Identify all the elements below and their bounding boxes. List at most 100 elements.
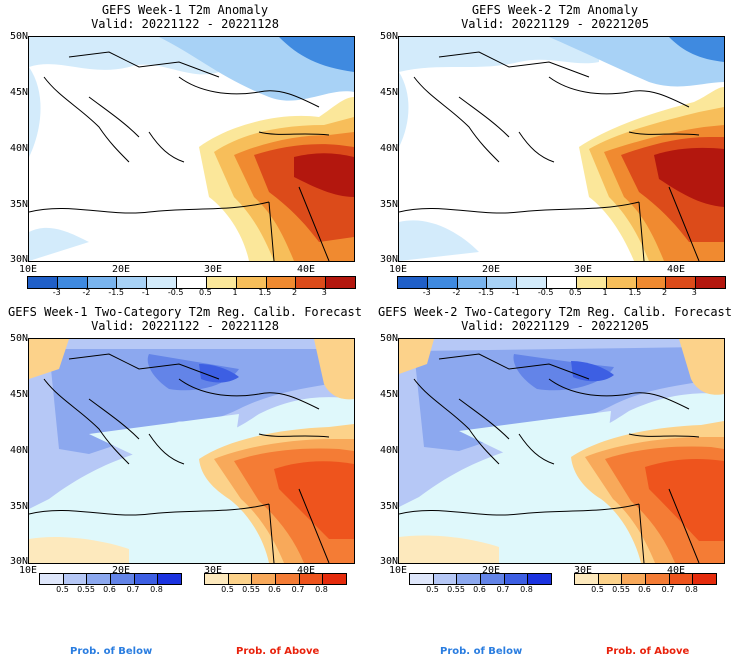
warm-anomaly-core <box>654 147 724 207</box>
lat-label: 50N <box>9 333 28 344</box>
anomaly-colorbar <box>27 276 356 289</box>
coastline-lines <box>29 51 330 261</box>
cold-anomaly-north-east-core <box>279 37 354 72</box>
colorbar-tick-label: 0.55 <box>447 585 465 594</box>
colorbar-swatch <box>62 574 87 584</box>
colorbar-tick-label: -3 <box>422 288 431 297</box>
cold-anomaly-west <box>29 67 41 157</box>
cold-anomaly-north-east <box>549 37 724 87</box>
panel-title: GEFS Week-2 Two-Category T2m Reg. Calib.… <box>377 305 732 319</box>
panel-valid-dates: Valid: 20221129 - 20221205 <box>461 319 649 333</box>
cold-anomaly-north <box>399 37 599 72</box>
lat-label: 35N <box>379 501 398 512</box>
colorbar-tick-label: 0.7 <box>496 585 510 594</box>
colorbar-swatch <box>116 277 147 288</box>
below-prob-land-peak <box>199 364 239 383</box>
panel-week1-anomaly: GEFS Week-1 T2m Anomaly Valid: 20221122 … <box>0 0 370 300</box>
below-probability-colorbar <box>39 573 182 585</box>
colorbar-swatch <box>621 574 646 584</box>
colorbar-tick-label: 0.55 <box>242 585 260 594</box>
colorbar-swatch <box>597 574 622 584</box>
colorbar-swatch <box>295 277 326 288</box>
above-prob-north-east <box>314 339 354 400</box>
colorbar-swatch <box>275 574 299 584</box>
colorbar-swatch <box>86 574 111 584</box>
coastline-lines <box>399 353 700 563</box>
lat-label: 45N <box>9 389 28 400</box>
prob-above-label: Prob. of Above <box>236 646 320 657</box>
colorbar-swatch <box>265 277 296 288</box>
above-prob-north-west <box>29 339 69 379</box>
colorbar-tick-label: 2 <box>661 288 668 297</box>
colorbar-swatch <box>527 574 552 584</box>
prob-above-label: Prob. of Above <box>606 646 690 657</box>
colorbar-tick-label: 1.5 <box>628 288 642 297</box>
lat-label: 30N <box>379 556 398 567</box>
colorbar-swatch <box>456 277 487 288</box>
lon-label: 40E <box>296 264 316 275</box>
colorbar-tick-label: 0.6 <box>103 585 116 594</box>
lon-label: 30E <box>573 565 593 576</box>
colorbar-swatch <box>322 574 347 584</box>
lon-label: 30E <box>203 565 223 576</box>
colorbar-tick-label: 0.5 <box>56 585 69 594</box>
panel-week2-probability: GEFS Week-2 Two-Category T2m Reg. Calib.… <box>370 300 740 662</box>
lon-label: 10E <box>388 264 408 275</box>
above-probability-colorbar <box>204 573 347 585</box>
colorbar-tick-label: -1 <box>141 288 150 297</box>
colorbar-swatch <box>692 574 717 584</box>
colorbar-swatch <box>298 574 323 584</box>
colorbar-swatch <box>486 277 517 288</box>
warm-anomaly-core <box>294 153 354 197</box>
below-probability-colorbar <box>409 573 552 585</box>
colorbar-swatch <box>516 277 547 288</box>
panel-valid-dates: Valid: 20221122 - 20221128 <box>91 319 279 333</box>
colorbar-tick-label: 0.6 <box>268 585 281 594</box>
lat-label: 40N <box>379 143 398 154</box>
below-prob-land-mid <box>49 349 329 454</box>
colorbar-swatch <box>110 574 134 584</box>
below-prob-sea <box>459 411 611 465</box>
colorbar-tick-label: 1 <box>602 288 608 297</box>
colorbar-swatch <box>227 574 252 584</box>
colorbar-tick-label: 0.6 <box>638 585 651 594</box>
cold-anomaly-north-east-core <box>669 37 724 62</box>
colorbar-tick-label: -3 <box>52 288 61 297</box>
probability-map-graphic <box>399 339 724 563</box>
colorbar-swatch <box>605 277 636 288</box>
colorbar-swatch <box>146 277 177 288</box>
colorbar-swatch <box>40 574 63 584</box>
lon-label: 40E <box>666 565 686 576</box>
colorbar-swatch <box>456 574 481 584</box>
map-week2-anomaly <box>398 36 725 262</box>
lon-label: 20E <box>481 565 501 576</box>
below-prob-land-mid <box>414 347 704 451</box>
anomaly-colorbar <box>397 276 726 289</box>
colorbar-swatch <box>426 277 457 288</box>
above-prob-peak <box>274 461 354 539</box>
colorbar-swatch <box>398 277 427 288</box>
colorbar-tick-label: -2 <box>82 288 91 297</box>
lon-label: 10E <box>18 264 38 275</box>
prob-below-label: Prob. of Below <box>70 646 153 657</box>
below-colorbar-labels: 0.5 0.55 0.6 0.7 0.8 <box>409 585 550 595</box>
colorbar-swatch <box>205 574 228 584</box>
colorbar-swatch <box>546 277 576 288</box>
lat-label: 50N <box>379 31 398 42</box>
colorbar-swatch <box>133 574 158 584</box>
above-prob-south-west <box>29 537 129 563</box>
colorbar-tick-label: -0.5 <box>537 288 554 297</box>
map-week1-anomaly <box>28 36 355 262</box>
colorbar-tick-label: 0.8 <box>685 585 698 594</box>
colorbar-swatch <box>668 574 693 584</box>
colorbar-swatch <box>251 574 276 584</box>
cold-anomaly-north-west <box>29 37 222 75</box>
colorbar-swatch <box>575 574 598 584</box>
lat-label: 50N <box>379 333 398 344</box>
colorbar-tick-label: 3 <box>691 288 697 297</box>
anomaly-map-graphic <box>29 37 354 261</box>
lat-label: 30N <box>379 254 398 265</box>
prob-below-label: Prob. of Below <box>440 646 523 657</box>
anomaly-map-graphic <box>399 37 724 261</box>
colorbar-swatch <box>410 574 433 584</box>
